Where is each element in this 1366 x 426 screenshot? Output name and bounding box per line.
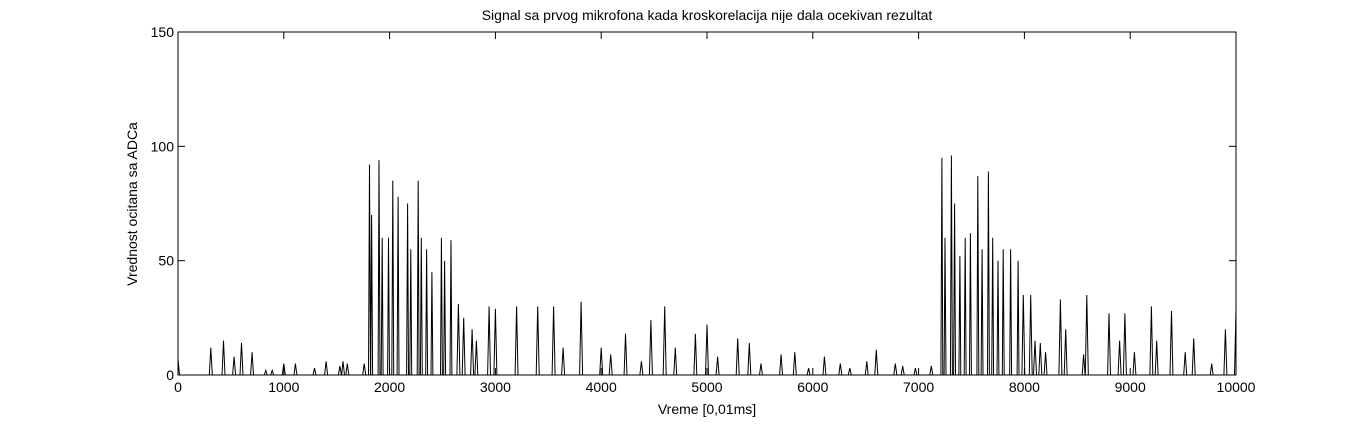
plot-background bbox=[178, 32, 1236, 375]
x-tick-label: 3000 bbox=[480, 379, 511, 395]
chart-title: Signal sa prvog mikrofona kada kroskorel… bbox=[482, 7, 933, 23]
y-tick-label: 150 bbox=[151, 24, 175, 40]
x-tick-label: 5000 bbox=[691, 379, 722, 395]
x-tick-label: 10000 bbox=[1217, 379, 1256, 395]
y-axis-ticks: 0 50 100 150 bbox=[151, 24, 1236, 383]
x-tick-label: 6000 bbox=[797, 379, 828, 395]
y-tick-label: 100 bbox=[151, 138, 175, 154]
x-tick-label: 2000 bbox=[374, 379, 405, 395]
y-tick-label: 50 bbox=[158, 253, 174, 269]
x-tick-label: 7000 bbox=[903, 379, 934, 395]
x-tick-label: 4000 bbox=[586, 379, 617, 395]
y-axis-label: Vrednost ocitana sa ADCa bbox=[124, 122, 140, 286]
x-tick-label: 1000 bbox=[268, 379, 299, 395]
x-tick-label: 9000 bbox=[1115, 379, 1146, 395]
x-tick-label: 0 bbox=[174, 379, 182, 395]
y-tick-label: 0 bbox=[166, 367, 174, 383]
x-axis-ticks: 0 1000 2000 3000 4000 5000 6000 7000 8000 9000 100… bbox=[174, 32, 1256, 395]
x-axis-label: Vreme [0,01ms] bbox=[658, 401, 756, 417]
x-tick-label: 8000 bbox=[1009, 379, 1040, 395]
